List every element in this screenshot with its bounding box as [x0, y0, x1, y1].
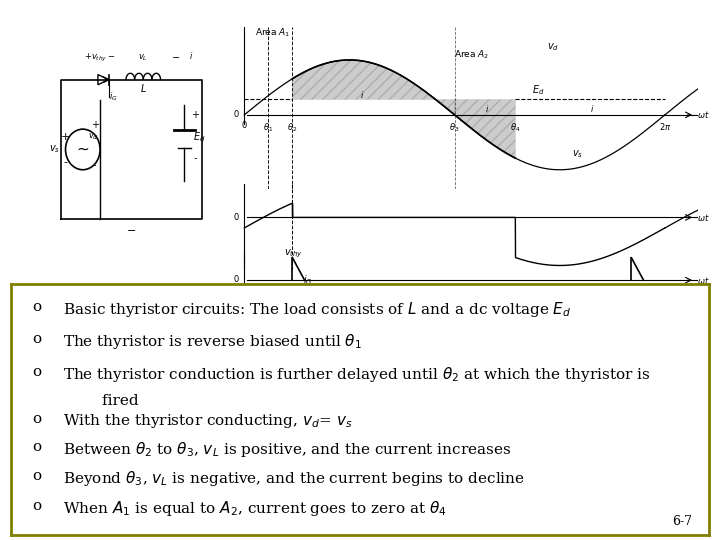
Text: 0: 0 [242, 122, 247, 131]
Text: o: o [32, 300, 41, 314]
Text: 6-7: 6-7 [672, 515, 692, 528]
Text: +: + [91, 120, 99, 130]
Text: $v_d$: $v_d$ [89, 131, 99, 141]
Text: $\omega t$: $\omega t$ [697, 275, 710, 286]
Text: -: - [93, 160, 96, 171]
Text: $E_d$: $E_d$ [532, 83, 544, 97]
Text: $i$: $i$ [189, 50, 193, 62]
Text: With the thyristor conducting, $v_d$= $v_s$: With the thyristor conducting, $v_d$= $v… [63, 411, 353, 429]
Text: $2\pi$: $2\pi$ [659, 122, 671, 132]
Text: $\theta_4$: $\theta_4$ [510, 122, 521, 134]
Text: o: o [32, 469, 41, 483]
Text: +: + [60, 132, 71, 142]
Text: $+v_{thy}-$: $+v_{thy}-$ [84, 52, 116, 64]
Text: o: o [32, 500, 41, 514]
Text: -: - [63, 157, 68, 167]
Text: $-$: $-$ [126, 224, 137, 234]
Text: $i_G$: $i_G$ [109, 91, 117, 104]
Text: $i$: $i$ [360, 90, 364, 100]
Text: 0: 0 [234, 213, 239, 222]
Text: $-$: $-$ [171, 51, 180, 62]
Text: o: o [32, 333, 41, 347]
Text: $\theta_2$: $\theta_2$ [287, 122, 297, 134]
Text: $v_d$: $v_d$ [547, 41, 559, 53]
Text: +: + [191, 110, 199, 120]
Text: $v_L$: $v_L$ [138, 52, 148, 63]
Text: Between $\theta_2$ to $\theta_3$, $v_L$ is positive, and the current increases: Between $\theta_2$ to $\theta_3$, $v_L$ … [63, 441, 512, 460]
Text: o: o [32, 441, 41, 455]
Text: fired: fired [63, 394, 139, 408]
Text: $v_s$: $v_s$ [49, 144, 60, 156]
Text: Area $A_2$: Area $A_2$ [454, 48, 489, 60]
Text: The thyristor conduction is further delayed until $\theta_2$ at which the thyris: The thyristor conduction is further dela… [63, 365, 651, 384]
Text: $i$: $i$ [485, 103, 490, 114]
Text: $i_G$: $i_G$ [302, 273, 312, 287]
Text: o: o [32, 365, 41, 379]
Text: The thyristor is reverse biased until $\theta_1$: The thyristor is reverse biased until $\… [63, 333, 362, 352]
Text: $i$: $i$ [590, 103, 595, 114]
Text: $\theta_3$: $\theta_3$ [449, 122, 460, 134]
Text: $v_{thy}$: $v_{thy}$ [284, 247, 303, 260]
Text: $\omega t$: $\omega t$ [697, 110, 710, 120]
Text: $L$: $L$ [140, 82, 147, 94]
Text: o: o [32, 411, 41, 426]
Text: 0: 0 [234, 275, 239, 284]
Text: $v_s$: $v_s$ [572, 148, 583, 160]
Text: 0: 0 [234, 110, 239, 119]
Text: When $A_1$ is equal to $A_2$, current goes to zero at $\theta_4$: When $A_1$ is equal to $A_2$, current go… [63, 500, 447, 518]
Text: $\theta_1$: $\theta_1$ [263, 122, 273, 134]
Text: Basic thyristor circuits: The load consists of $L$ and a dc voltage $E_d$: Basic thyristor circuits: The load consi… [63, 300, 572, 319]
Text: ~: ~ [76, 142, 89, 157]
Text: $E_d$: $E_d$ [193, 131, 206, 144]
Text: Beyond $\theta_3$, $v_L$ is negative, and the current begins to decline: Beyond $\theta_3$, $v_L$ is negative, an… [63, 469, 525, 488]
Text: -: - [194, 153, 197, 163]
Text: Area $A_1$: Area $A_1$ [255, 26, 290, 39]
Text: $\omega t$: $\omega t$ [697, 212, 710, 223]
